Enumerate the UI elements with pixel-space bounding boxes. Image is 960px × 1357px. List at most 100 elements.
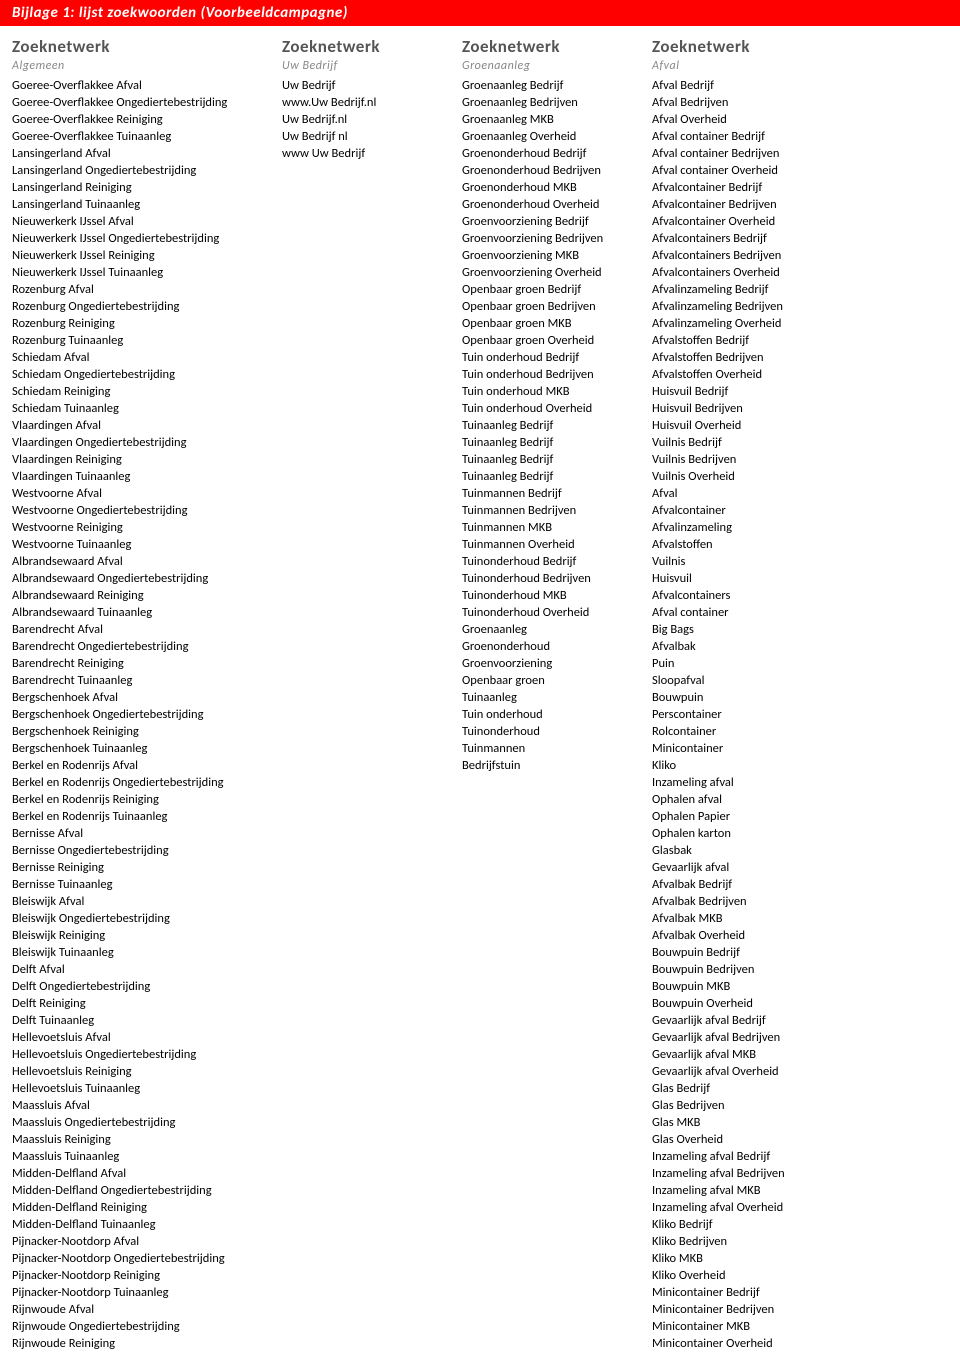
keyword-item: Barendrecht Afval: [12, 621, 282, 638]
keyword-item: Afval container Bedrijven: [652, 145, 852, 162]
keyword-item: Groenaanleg MKB: [462, 111, 652, 128]
keyword-item: Tuin onderhoud MKB: [462, 383, 652, 400]
keyword-item: Minicontainer: [652, 740, 852, 757]
keyword-item: Afval Bedrijven: [652, 94, 852, 111]
keyword-item: Afvalinzameling: [652, 519, 852, 536]
keyword-item: Gevaarlijk afval MKB: [652, 1046, 852, 1063]
keyword-item: Groenvoorziening Overheid: [462, 264, 652, 281]
keyword-item: Berkel en Rodenrijs Ongediertebestrijdin…: [12, 774, 282, 791]
keyword-item: Maassluis Afval: [12, 1097, 282, 1114]
keyword-item: Inzameling afval: [652, 774, 852, 791]
keyword-item: Rijnwoude Ongediertebestrijding: [12, 1318, 282, 1335]
keyword-item: Vlaardingen Reiniging: [12, 451, 282, 468]
keyword-item: Lansingerland Afval: [12, 145, 282, 162]
keyword-item: Afval container Bedrijf: [652, 128, 852, 145]
keyword-item: Rijnwoude Afval: [12, 1301, 282, 1318]
keyword-item: Uw Bedrijf: [282, 77, 462, 94]
keyword-item: Barendrecht Reiniging: [12, 655, 282, 672]
keyword-item: Afvalstoffen: [652, 536, 852, 553]
keyword-item: Afvalstoffen Bedrijven: [652, 349, 852, 366]
keyword-item: Perscontainer: [652, 706, 852, 723]
keyword-item: Afvalinzameling Overheid: [652, 315, 852, 332]
keyword-item: Huisvuil: [652, 570, 852, 587]
keyword-item: Lansingerland Ongediertebestrijding: [12, 162, 282, 179]
keyword-item: Nieuwerkerk IJssel Afval: [12, 213, 282, 230]
keyword-item: Kliko: [652, 757, 852, 774]
keyword-item: Schiedam Afval: [12, 349, 282, 366]
keyword-item: Goeree-Overflakkee Tuinaanleg: [12, 128, 282, 145]
keyword-item: Tuinonderhoud Bedrijf: [462, 553, 652, 570]
keyword-item: Albrandsewaard Ongediertebestrijding: [12, 570, 282, 587]
keyword-item: Gevaarlijk afval Bedrijf: [652, 1012, 852, 1029]
keyword-item: Berkel en Rodenrijs Afval: [12, 757, 282, 774]
column-items: Afval BedrijfAfval BedrijvenAfval Overhe…: [652, 77, 852, 1352]
keyword-item: Minicontainer Overheid: [652, 1335, 852, 1352]
keyword-item: Midden-Delfland Ongediertebestrijding: [12, 1182, 282, 1199]
keyword-item: Groenonderhoud MKB: [462, 179, 652, 196]
keyword-item: Groenvoorziening Bedrijf: [462, 213, 652, 230]
keyword-item: Tuin onderhoud Overheid: [462, 400, 652, 417]
keyword-item: Glasbak: [652, 842, 852, 859]
keyword-item: Afval: [652, 485, 852, 502]
keyword-item: Afvalbak Overheid: [652, 927, 852, 944]
keyword-item: Albrandsewaard Tuinaanleg: [12, 604, 282, 621]
keyword-item: Rijnwoude Reiniging: [12, 1335, 282, 1352]
keyword-item: Bouwpuin MKB: [652, 978, 852, 995]
keyword-item: Albrandsewaard Afval: [12, 553, 282, 570]
keyword-item: Minicontainer Bedrijf: [652, 1284, 852, 1301]
keyword-item: Big Bags: [652, 621, 852, 638]
keyword-item: Hellevoetsluis Ongediertebestrijding: [12, 1046, 282, 1063]
keyword-item: Pijnacker-Nootdorp Tuinaanleg: [12, 1284, 282, 1301]
keyword-item: Tuinmannen: [462, 740, 652, 757]
keyword-item: Vuilnis Bedrijven: [652, 451, 852, 468]
keyword-item: Openbaar groen Overheid: [462, 332, 652, 349]
columns-container: Zoeknetwerk Algemeen Goeree-Overflakkee …: [0, 26, 960, 1352]
keyword-item: Goeree-Overflakkee Ongediertebestrijding: [12, 94, 282, 111]
keyword-item: Vuilnis Overheid: [652, 468, 852, 485]
keyword-item: Groenvoorziening MKB: [462, 247, 652, 264]
keyword-item: Puin: [652, 655, 852, 672]
keyword-item: Bergschenhoek Tuinaanleg: [12, 740, 282, 757]
keyword-item: Bergschenhoek Reiniging: [12, 723, 282, 740]
keyword-item: Tuinmannen Overheid: [462, 536, 652, 553]
keyword-item: Westvoorne Tuinaanleg: [12, 536, 282, 553]
keyword-item: Afvalcontainers Overheid: [652, 264, 852, 281]
keyword-item: Delft Afval: [12, 961, 282, 978]
keyword-item: Tuinaanleg: [462, 689, 652, 706]
keyword-item: Groenonderhoud Overheid: [462, 196, 652, 213]
keyword-item: Barendrecht Tuinaanleg: [12, 672, 282, 689]
keyword-item: Midden-Delfland Afval: [12, 1165, 282, 1182]
keyword-item: Westvoorne Ongediertebestrijding: [12, 502, 282, 519]
keyword-item: Bernisse Tuinaanleg: [12, 876, 282, 893]
keyword-item: Huisvuil Overheid: [652, 417, 852, 434]
keyword-item: Midden-Delfland Reiniging: [12, 1199, 282, 1216]
keyword-item: Afvalstoffen Bedrijf: [652, 332, 852, 349]
keyword-item: Afvalcontainer: [652, 502, 852, 519]
keyword-item: Rozenburg Reiniging: [12, 315, 282, 332]
keyword-item: Bleiswijk Afval: [12, 893, 282, 910]
column-items: Goeree-Overflakkee AfvalGoeree-Overflakk…: [12, 77, 282, 1352]
keyword-item: Gevaarlijk afval Overheid: [652, 1063, 852, 1080]
keyword-item: Vlaardingen Afval: [12, 417, 282, 434]
column-afval: Zoeknetwerk Afval Afval BedrijfAfval Bed…: [652, 36, 852, 1352]
keyword-item: Groenonderhoud Bedrijven: [462, 162, 652, 179]
keyword-item: Afval container: [652, 604, 852, 621]
keyword-item: Groenaanleg Bedrijven: [462, 94, 652, 111]
keyword-item: Rolcontainer: [652, 723, 852, 740]
keyword-item: Groenonderhoud Bedrijf: [462, 145, 652, 162]
keyword-item: Tuin onderhoud Bedrijf: [462, 349, 652, 366]
keyword-item: Bernisse Afval: [12, 825, 282, 842]
keyword-item: Maassluis Ongediertebestrijding: [12, 1114, 282, 1131]
keyword-item: Tuinonderhoud Overheid: [462, 604, 652, 621]
keyword-item: Afval Overheid: [652, 111, 852, 128]
keyword-item: Groenvoorziening Bedrijven: [462, 230, 652, 247]
keyword-item: Huisvuil Bedrijven: [652, 400, 852, 417]
keyword-item: Afvalcontainers: [652, 587, 852, 604]
keyword-item: Delft Tuinaanleg: [12, 1012, 282, 1029]
keyword-item: Bergschenhoek Ongediertebestrijding: [12, 706, 282, 723]
keyword-item: Afvalcontainer Bedrijven: [652, 196, 852, 213]
keyword-item: Glas MKB: [652, 1114, 852, 1131]
keyword-item: Afvalcontainers Bedrijven: [652, 247, 852, 264]
keyword-item: Bernisse Ongediertebestrijding: [12, 842, 282, 859]
keyword-item: Tuin onderhoud: [462, 706, 652, 723]
